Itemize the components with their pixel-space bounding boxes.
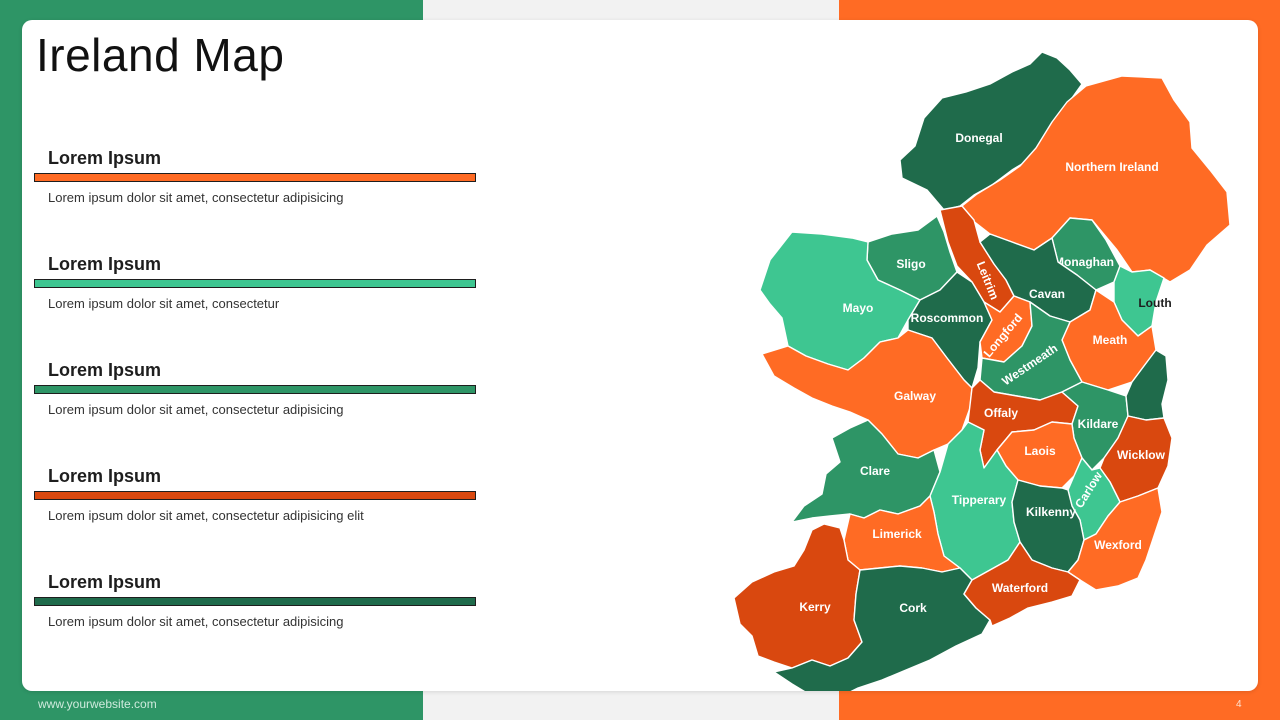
county-label-kilkenny: Kilkenny (1026, 505, 1076, 519)
info-item-text: Lorem ipsum dolor sit amet, consectetur … (48, 402, 344, 417)
county-cork[interactable]: Cork (773, 565, 991, 691)
info-item-text: Lorem ipsum dolor sit amet, consectetur (48, 296, 280, 311)
county-label-limerick: Limerick (872, 527, 922, 541)
county-label-mayo: Mayo (843, 301, 874, 315)
slide-card: Ireland Map Lorem Ipsum Lorem ipsum dolo… (22, 20, 1258, 691)
info-item-bar (34, 597, 476, 606)
county-label-louth: Louth (1138, 296, 1171, 310)
info-item-text: Lorem ipsum dolor sit amet, consectetur … (48, 190, 344, 205)
county-dublin[interactable] (1125, 349, 1169, 421)
county-kilkenny[interactable]: Kilkenny (1011, 479, 1085, 573)
county-galway[interactable]: Galway (761, 329, 973, 459)
county-roscommon[interactable]: Roscommon (907, 271, 993, 389)
info-item-heading: Lorem Ipsum (48, 572, 162, 592)
info-item-text: Lorem ipsum dolor sit amet, consectetur … (48, 614, 344, 629)
county-louth[interactable]: Louth (1113, 265, 1172, 337)
footer-website: www.yourwebsite.com (38, 697, 157, 711)
county-label-cavan: Cavan (1029, 287, 1065, 301)
county-label-monaghan: Monaghan (1054, 255, 1114, 269)
county-label-wicklow: Wicklow (1117, 448, 1166, 462)
county-label-donegal: Donegal (955, 131, 1002, 145)
slide-title: Ireland Map (36, 29, 285, 81)
county-wexford[interactable]: Wexford (1067, 487, 1163, 591)
county-label-galway: Galway (894, 389, 936, 403)
county-northern-ireland[interactable]: Northern Ireland (961, 75, 1231, 283)
info-item-bar (34, 279, 476, 288)
county-limerick[interactable]: Limerick (843, 495, 961, 573)
county-label-offaly: Offaly (984, 406, 1018, 420)
info-item-heading: Lorem Ipsum (48, 466, 162, 486)
info-item-bar (34, 385, 476, 394)
info-item-heading: Lorem Ipsum (48, 360, 162, 380)
county-label-sligo: Sligo (896, 257, 925, 271)
county-label-northern-ireland: Northern Ireland (1065, 160, 1158, 174)
county-sligo[interactable]: Sligo (866, 215, 958, 301)
ireland-map: Donegal Northern Ireland Sligo Leitrim M… (712, 32, 1242, 691)
county-label-meath: Meath (1093, 333, 1128, 347)
county-label-tipperary: Tipperary (952, 493, 1007, 507)
county-label-kerry: Kerry (799, 600, 831, 614)
info-item-text: Lorem ipsum dolor sit amet, consectetur … (48, 508, 364, 523)
county-label-laois: Laois (1024, 444, 1056, 458)
county-label-roscommon: Roscommon (911, 311, 984, 325)
county-label-kildare: Kildare (1078, 417, 1119, 431)
info-item-heading: Lorem Ipsum (48, 254, 162, 274)
page-number: 4 (1236, 699, 1242, 710)
county-label-clare: Clare (860, 464, 890, 478)
county-waterford[interactable]: Waterford (963, 541, 1081, 627)
county-kerry[interactable]: Kerry (733, 523, 863, 669)
county-label-waterford: Waterford (992, 581, 1048, 595)
info-item-bar (34, 491, 476, 500)
info-item-bar (34, 173, 476, 182)
info-item-heading: Lorem Ipsum (48, 148, 162, 168)
county-monaghan[interactable]: Monaghan (1051, 217, 1121, 291)
county-carlow[interactable]: Carlow (1067, 457, 1121, 541)
county-label-cork: Cork (899, 601, 927, 615)
county-label-wexford: Wexford (1094, 538, 1142, 552)
